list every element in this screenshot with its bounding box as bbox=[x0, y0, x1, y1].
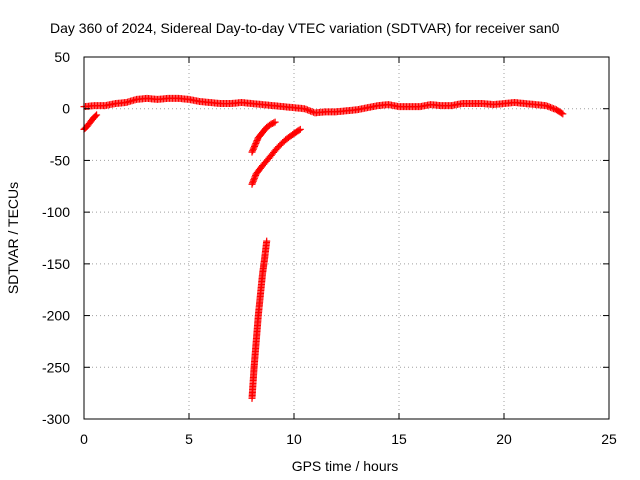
x-tick-label: 15 bbox=[391, 431, 407, 447]
data-point bbox=[263, 237, 271, 245]
y-tick-label: -250 bbox=[42, 359, 70, 375]
y-tick-label: -300 bbox=[42, 411, 70, 427]
data-point bbox=[295, 126, 303, 134]
x-tick-label: 25 bbox=[601, 431, 617, 447]
x-tick-label: 10 bbox=[286, 431, 302, 447]
data-point bbox=[270, 119, 278, 127]
data-point bbox=[92, 112, 100, 120]
data-point bbox=[296, 125, 304, 133]
x-tick-label: 20 bbox=[496, 431, 512, 447]
data-point bbox=[558, 109, 566, 117]
y-axis-label: SDTVAR / TECUs bbox=[5, 182, 21, 294]
data-point bbox=[559, 110, 567, 118]
data-point bbox=[271, 118, 279, 126]
x-tick-label: 0 bbox=[80, 431, 88, 447]
axis-ticks: 0 5 10 15 20 25 50 0 -50 -100 -150 -200 -250 -300 bbox=[42, 49, 617, 447]
series-sdtvar bbox=[80, 94, 567, 402]
y-tick-label: 0 bbox=[62, 101, 70, 117]
x-axis-label: GPS time / hours bbox=[292, 458, 399, 474]
plot-frame bbox=[83, 56, 610, 420]
y-tick-label: 50 bbox=[54, 49, 70, 65]
chart-title: Day 360 of 2024, Sidereal Day-to-day VTE… bbox=[50, 20, 560, 36]
y-tick-label: -150 bbox=[42, 256, 70, 272]
grid-lines bbox=[84, 57, 609, 419]
data-point bbox=[93, 111, 101, 119]
data-series bbox=[80, 94, 567, 402]
y-tick-label: -100 bbox=[42, 204, 70, 220]
y-tick-label: -200 bbox=[42, 308, 70, 324]
x-tick-label: 5 bbox=[185, 431, 193, 447]
y-tick-label: -50 bbox=[50, 152, 70, 168]
